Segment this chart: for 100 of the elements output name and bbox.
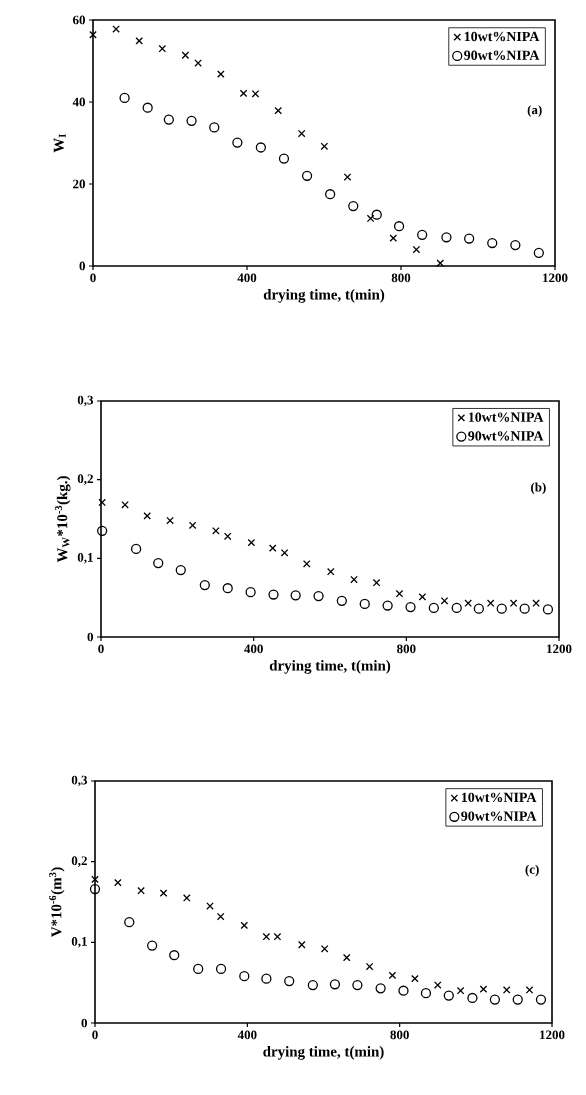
point	[181, 51, 190, 60]
annotation: (a)	[527, 105, 542, 117]
y-tick-label: 0,2	[71, 856, 87, 867]
point	[496, 603, 507, 614]
point	[240, 921, 249, 930]
point	[135, 37, 144, 45]
point	[239, 971, 250, 982]
x-tick-label: 0	[98, 644, 104, 654]
x-tick-label: 1200	[543, 273, 568, 283]
point	[348, 200, 359, 212]
point	[268, 544, 277, 552]
point	[182, 894, 191, 902]
y-tick-label: 0,2	[77, 474, 93, 485]
point	[251, 89, 260, 98]
y-tick-label: 0	[79, 261, 85, 271]
point	[509, 599, 518, 607]
point	[307, 979, 318, 991]
point	[169, 950, 180, 961]
x-axis-title: drying time, t(min)	[269, 660, 391, 674]
point	[486, 599, 495, 607]
y-tick-label: 0,3	[71, 775, 88, 787]
point	[420, 988, 432, 999]
x-tick-label: 800	[391, 273, 411, 283]
legend-label: 90wt%NIPA	[468, 431, 544, 441]
legend-label: 10wt%NIPA	[461, 792, 537, 803]
point	[525, 986, 534, 994]
point	[121, 501, 129, 509]
y-tick-label: 0	[87, 632, 93, 642]
x-tick-label: 1200	[540, 1030, 565, 1040]
point	[443, 990, 454, 1001]
point	[268, 589, 279, 600]
point	[301, 170, 313, 181]
point	[278, 153, 290, 164]
legend-label: 10wt%NIPA	[464, 31, 540, 42]
point	[502, 986, 511, 994]
point	[519, 603, 530, 614]
legend-label: 90wt%NIPA	[464, 50, 540, 60]
point	[89, 883, 101, 895]
point	[382, 600, 393, 611]
point	[342, 953, 351, 962]
point	[290, 590, 301, 601]
x-tick-label: 400	[237, 273, 257, 283]
point	[97, 525, 108, 536]
point	[146, 940, 158, 951]
point	[456, 986, 465, 995]
x-tick-label: 800	[390, 1030, 409, 1040]
point	[130, 543, 142, 555]
x-tick-label: 800	[397, 644, 416, 654]
point	[352, 979, 363, 991]
point	[393, 221, 405, 232]
point	[188, 521, 197, 530]
y-tick-label: 0,1	[77, 553, 93, 564]
point	[261, 973, 272, 984]
point	[255, 142, 266, 153]
y-axis-title: W$_{I}$	[53, 134, 66, 153]
point	[405, 601, 416, 613]
point	[371, 209, 382, 220]
point	[142, 102, 153, 113]
point	[159, 889, 168, 897]
x-axis-title: drying time, t(min)	[263, 1046, 384, 1060]
point	[232, 137, 243, 148]
point	[398, 985, 409, 996]
point	[280, 549, 289, 557]
point	[216, 912, 225, 921]
y-tick-label: 40	[72, 97, 86, 107]
point	[436, 259, 445, 267]
point	[325, 189, 336, 200]
point	[222, 583, 233, 594]
point	[124, 917, 135, 928]
point	[359, 598, 370, 610]
point	[89, 30, 97, 39]
y-tick-label: 0	[81, 1018, 87, 1028]
point	[440, 596, 449, 605]
legend-label: 10wt%NIPA	[468, 412, 544, 422]
y-tick-label: 0,1	[71, 937, 87, 948]
point	[542, 604, 554, 615]
point	[473, 603, 484, 614]
point	[336, 595, 347, 606]
y-tick-label: 0,3	[77, 395, 94, 407]
legend-label: 90wt%NIPA	[461, 811, 537, 821]
point	[418, 593, 427, 601]
point	[186, 115, 197, 126]
y-tick-label: 20	[73, 179, 86, 189]
point	[464, 233, 475, 244]
point	[375, 983, 386, 994]
point	[91, 875, 99, 884]
point	[239, 89, 248, 98]
x-tick-label: 1200	[547, 644, 572, 654]
point	[395, 589, 404, 598]
x-axis-title: drying time, t(min)	[263, 289, 385, 303]
point	[535, 994, 547, 1005]
point	[320, 142, 329, 151]
point	[433, 981, 442, 989]
point	[199, 579, 210, 591]
point	[467, 992, 478, 1004]
point	[302, 560, 311, 568]
point	[510, 239, 521, 251]
point	[193, 963, 204, 975]
point	[428, 602, 439, 614]
point	[329, 979, 341, 990]
